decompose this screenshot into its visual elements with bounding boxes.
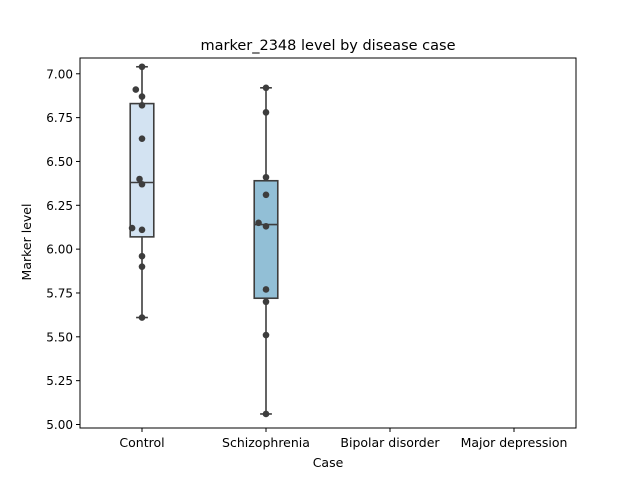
data-point (138, 180, 146, 188)
data-point (138, 252, 146, 260)
box-body (129, 102, 155, 238)
data-point (138, 314, 146, 321)
data-point (138, 135, 146, 142)
y-tick-label: 6.50 (46, 155, 73, 169)
x-tick-label: Bipolar disorder (340, 435, 440, 450)
points-control (128, 63, 146, 321)
y-tick-label: 6.75 (46, 111, 73, 125)
data-point (138, 226, 146, 234)
data-point (132, 86, 140, 93)
y-tick-label: 6.25 (46, 199, 73, 213)
data-point (138, 63, 146, 71)
data-point (262, 173, 270, 181)
y-tick-label: 5.25 (46, 374, 73, 388)
plot-frame (79, 57, 577, 429)
y-tick-label: 6.00 (46, 243, 73, 257)
x-tick-label: Major depression (461, 435, 568, 450)
data-point (262, 298, 270, 306)
x-tick-label: Control (119, 435, 164, 450)
data-point (262, 109, 270, 116)
box-body (253, 179, 279, 300)
data-point (138, 263, 146, 270)
data-point (262, 223, 270, 230)
data-point (138, 102, 146, 109)
y-tick-label: 5.50 (46, 330, 73, 344)
y-tick-label: 5.00 (46, 418, 73, 432)
x-tick-label: Schizophrenia (222, 435, 310, 450)
data-point (138, 93, 146, 100)
data-point (255, 219, 262, 227)
data-point (262, 191, 270, 199)
data-point (262, 410, 270, 418)
data-point (128, 224, 136, 232)
data-point (262, 286, 270, 293)
y-tick-label: 7.00 (46, 67, 73, 81)
box-schizophrenia (253, 87, 279, 415)
data-point (262, 331, 270, 339)
data-point (262, 84, 270, 92)
plot-area (128, 63, 279, 418)
y-axis-label: Marker level (19, 204, 34, 281)
y-tick-label: 5.75 (46, 286, 73, 300)
chart-title: marker_2348 level by disease case (201, 38, 456, 54)
data-point (136, 175, 143, 183)
points-schizophrenia (255, 84, 270, 418)
x-axis-label: Case (313, 455, 344, 470)
axes: 5.00 5.25 5.50 5.75 6.00 6.25 6.50 6.75 7.00 Cont… (46, 67, 567, 450)
